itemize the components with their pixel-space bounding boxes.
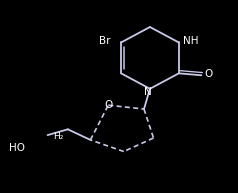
Text: NH: NH — [183, 36, 199, 47]
Text: O: O — [204, 69, 212, 79]
Text: HO: HO — [9, 143, 25, 153]
Text: H₂: H₂ — [53, 132, 64, 141]
Text: O: O — [104, 100, 112, 110]
Text: Br: Br — [99, 36, 111, 46]
Text: N: N — [144, 87, 152, 97]
